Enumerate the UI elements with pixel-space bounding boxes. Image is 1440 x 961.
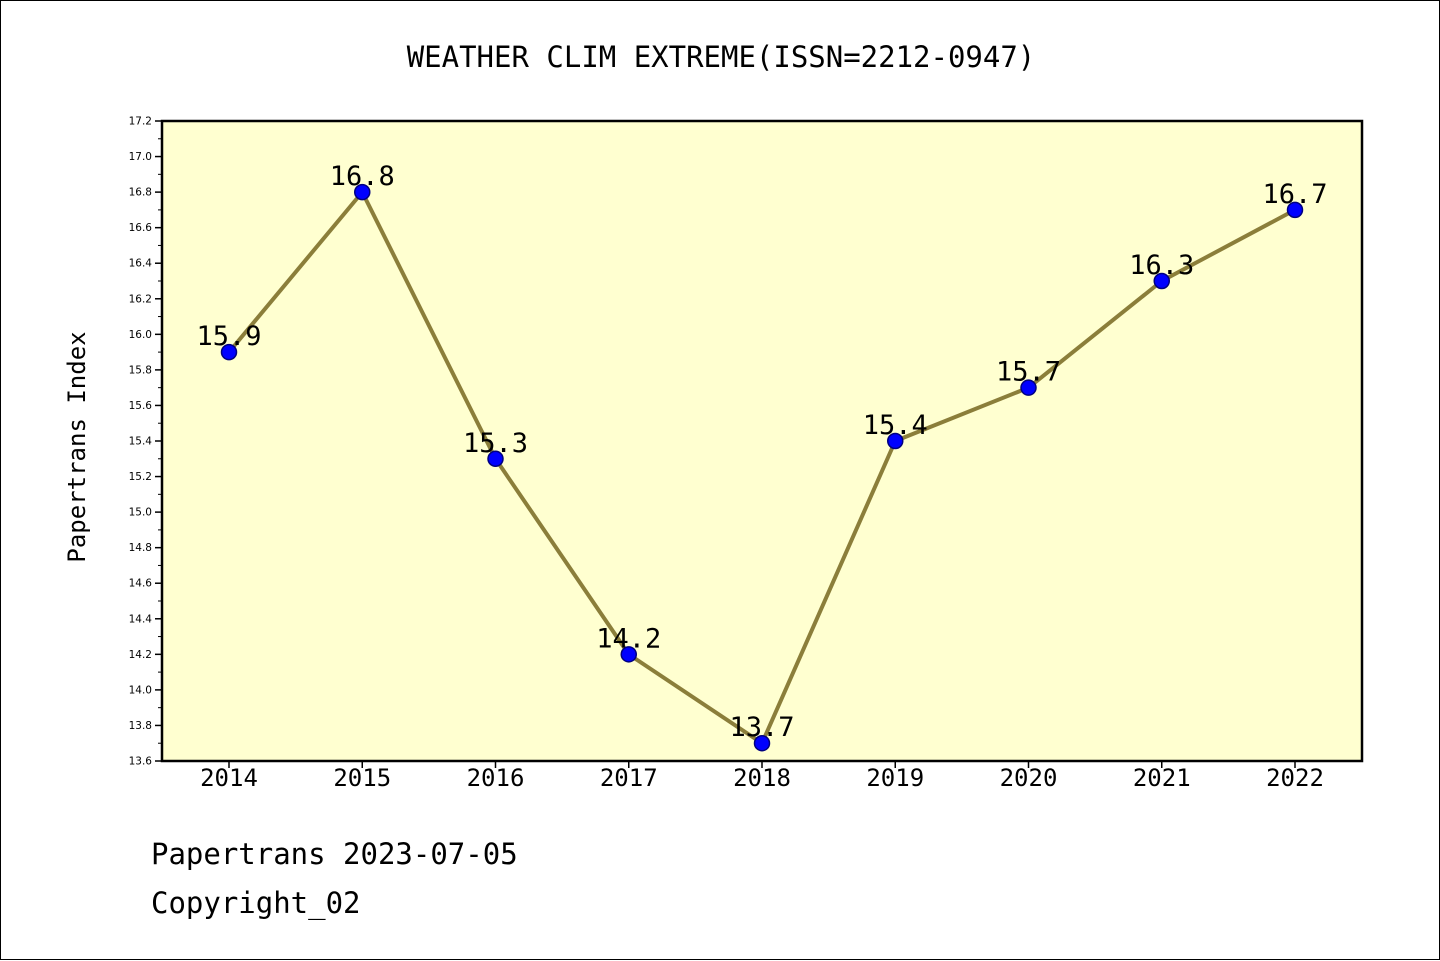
x-tick-label: 2017: [600, 764, 658, 792]
y-axis-ticks: 13.6 13.8 14.0 14.2 14.4 14.6 14.8 15.0 15.2 15.4…: [129, 116, 162, 768]
y-tick-label: 14.0: [129, 684, 152, 696]
footer-date-text: Papertrans 2023-07-05: [151, 837, 518, 871]
data-label: 15.3: [463, 428, 528, 459]
y-tick-label: 15.6: [129, 400, 153, 412]
y-tick-label: 16.0: [129, 329, 152, 341]
data-point-marker: [354, 183, 371, 201]
data-point-marker: [220, 343, 238, 361]
data-point-marker: [1020, 379, 1037, 396]
y-tick-label: 15.4: [129, 436, 153, 448]
y-tick-label: 13.6: [129, 756, 153, 768]
y-tick-label: 14.6: [129, 578, 153, 590]
data-point-marker: [620, 646, 637, 663]
x-tick-label: 2022: [1266, 764, 1324, 792]
x-tick-label: 2015: [333, 764, 391, 792]
data-point-marker: [753, 734, 771, 752]
y-tick-label: 15.2: [129, 471, 152, 483]
x-axis-ticks: 2014 2015 2016 2017 2018 2019 2020 2021 2022: [200, 761, 1324, 792]
data-point-marker: [1153, 272, 1170, 290]
x-tick-label: 2018: [733, 764, 791, 792]
plot-area: [160, 119, 1364, 763]
data-labels: 15.9 16.8 15.3 14.2 13.7 15.4 15.7 16.3 16.7: [196, 161, 1327, 743]
y-tick-label: 13.8: [129, 720, 152, 732]
y-tick-label: 14.4: [129, 613, 153, 625]
data-label: 15.4: [863, 410, 928, 441]
y-axis-label: Papertrans Index: [63, 331, 91, 562]
chart-title: WEATHER CLIM EXTREME(ISSN=2212-0947): [407, 40, 1036, 74]
y-tick-label: 14.8: [129, 542, 152, 554]
x-tick-label: 2014: [200, 764, 258, 792]
data-label: 16.3: [1129, 250, 1194, 281]
y-tick-label: 17.0: [129, 151, 152, 163]
y-tick-label: 16.4: [129, 258, 153, 270]
data-label: 13.7: [729, 712, 794, 743]
y-tick-label: 15.0: [129, 507, 152, 519]
y-tick-label: 15.8: [129, 364, 152, 376]
y-tick-label: 16.2: [129, 293, 152, 305]
data-label: 16.8: [330, 161, 395, 192]
y-tick-label: 16.6: [129, 222, 153, 234]
x-tick-label: 2016: [467, 764, 525, 792]
x-tick-label: 2019: [866, 764, 924, 792]
y-tick-label: 16.8: [129, 187, 152, 199]
x-tick-label: 2021: [1133, 764, 1191, 792]
data-point-marker: [887, 432, 904, 450]
data-point-marker: [1286, 201, 1304, 219]
data-label: 16.7: [1262, 179, 1327, 210]
y-tick-label: 17.2: [129, 116, 152, 128]
data-markers: [220, 183, 1304, 752]
data-point-marker: [487, 450, 504, 468]
footer-copyright-text: Copyright_02: [151, 886, 361, 920]
y-tick-label: 14.2: [129, 649, 152, 661]
x-tick-label: 2020: [1000, 764, 1058, 792]
data-label: 15.9: [196, 321, 261, 352]
data-label: 14.2: [596, 623, 661, 654]
data-label: 15.7: [996, 357, 1061, 388]
